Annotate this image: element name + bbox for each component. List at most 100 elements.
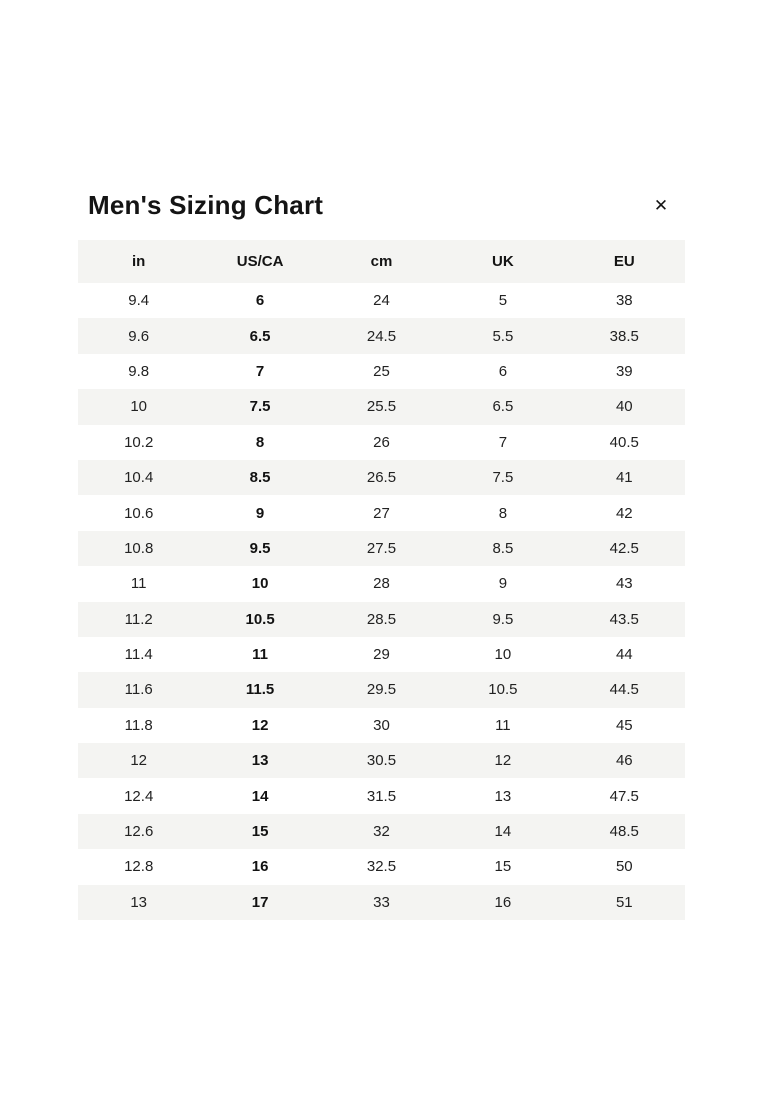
table-row: 9.8 7 25 6 39 bbox=[78, 353, 685, 390]
table-cell: 39 bbox=[615, 362, 633, 380]
table-cell: 41 bbox=[615, 469, 633, 487]
table-cell: 13 bbox=[130, 893, 148, 911]
close-button[interactable]: ✕ bbox=[645, 189, 677, 221]
table-cell: 7 bbox=[498, 433, 508, 451]
column-header-uk: UK bbox=[442, 240, 564, 283]
table-cell: 38 bbox=[615, 292, 633, 310]
column-header-in: in bbox=[78, 240, 200, 283]
table-row: 11.2 10.5 28.5 9.5 43.5 bbox=[78, 601, 685, 637]
table-cell: 25 bbox=[373, 362, 390, 380]
table-cell: 11.4 bbox=[124, 646, 153, 664]
table-cell: 44 bbox=[615, 646, 633, 664]
sizing-table: in US/CA cm UK EU 9.4 6 24 5 38 9.6 6.5 24.5 5.5… bbox=[78, 240, 685, 921]
table-row: 10.4 8.5 26.5 7.5 41 bbox=[78, 459, 685, 496]
table-cell: 43.5 bbox=[609, 610, 639, 628]
table-row: 13 17 33 16 51 bbox=[78, 884, 685, 921]
table-cell: 29 bbox=[373, 646, 390, 664]
table-row: 11.4 11 29 10 44 bbox=[78, 636, 685, 673]
sizing-table-container: in US/CA cm UK EU 9.4 6 24 5 38 9.6 6.5 24.5 5.5… bbox=[78, 240, 685, 921]
table-cell: 12 bbox=[251, 716, 269, 734]
table-cell: 10 bbox=[494, 646, 512, 664]
table-cell: 6.5 bbox=[492, 398, 514, 416]
table-cell: 16 bbox=[251, 858, 269, 876]
table-cell: 10.5 bbox=[245, 610, 275, 628]
table-cell: 11 bbox=[252, 646, 269, 664]
table-cell: 44.5 bbox=[609, 681, 639, 699]
table-cell: 30 bbox=[373, 716, 390, 734]
table-cell: 24.5 bbox=[366, 327, 397, 345]
table-cell: 10.5 bbox=[488, 681, 518, 699]
table-cell: 29.5 bbox=[366, 681, 397, 699]
table-cell: 12 bbox=[130, 752, 148, 770]
table-row: 9.4 6 24 5 38 bbox=[78, 283, 685, 319]
table-cell: 6 bbox=[498, 362, 508, 380]
table-cell: 25.5 bbox=[366, 398, 397, 416]
table-cell: 10.8 bbox=[124, 539, 154, 557]
table-cell: 48.5 bbox=[609, 823, 639, 841]
table-row: 10.8 9.5 27.5 8.5 42.5 bbox=[78, 530, 685, 567]
table-cell: 7.5 bbox=[492, 469, 514, 487]
table-cell: 11 bbox=[495, 716, 511, 734]
table-cell: 13 bbox=[494, 787, 512, 805]
table-cell: 10.6 bbox=[124, 504, 154, 522]
table-cell: 8.5 bbox=[249, 469, 271, 487]
table-cell: 42 bbox=[615, 504, 633, 522]
table-cell: 17 bbox=[251, 893, 269, 911]
table-cell: 26.5 bbox=[366, 469, 397, 487]
table-cell: 16 bbox=[494, 893, 512, 911]
table-cell: 6 bbox=[255, 292, 265, 310]
table-cell: 47.5 bbox=[609, 787, 639, 805]
table-cell: 14 bbox=[494, 823, 512, 841]
table-row: 12.8 16 32.5 15 50 bbox=[78, 849, 685, 885]
table-cell: 28 bbox=[373, 575, 390, 593]
table-cell: 9.5 bbox=[249, 539, 271, 557]
table-cell: 12.6 bbox=[124, 823, 154, 841]
table-cell: 11.5 bbox=[245, 681, 275, 699]
table-body: 9.4 6 24 5 38 9.6 6.5 24.5 5.5 38.5 9.8 7 25 6 39 10 7.5… bbox=[78, 283, 685, 921]
table-cell: 32 bbox=[373, 823, 390, 841]
table-cell: 14 bbox=[251, 787, 269, 805]
table-row: 11.8 12 30 11 45 bbox=[78, 707, 685, 744]
table-cell: 9.4 bbox=[128, 292, 150, 310]
table-row: 12.4 14 31.5 13 47.5 bbox=[78, 778, 685, 814]
table-cell: 10.4 bbox=[124, 469, 154, 487]
table-cell: 11.2 bbox=[124, 610, 153, 628]
column-header-usca: US/CA bbox=[199, 240, 321, 283]
table-row: 10.6 9 27 8 42 bbox=[78, 495, 685, 531]
table-cell: 8 bbox=[255, 433, 265, 451]
table-cell: 28.5 bbox=[366, 610, 397, 628]
table-cell: 9.5 bbox=[492, 610, 514, 628]
table-cell: 5 bbox=[498, 292, 508, 310]
table-cell: 11 bbox=[130, 575, 147, 593]
table-row: 10.2 8 26 7 40.5 bbox=[78, 424, 685, 460]
table-cell: 8.5 bbox=[492, 539, 514, 557]
table-cell: 38.5 bbox=[609, 327, 639, 345]
table-cell: 15 bbox=[251, 823, 269, 841]
table-cell: 15 bbox=[494, 858, 512, 876]
table-cell: 32.5 bbox=[366, 858, 397, 876]
table-cell: 31.5 bbox=[366, 787, 397, 805]
table-cell: 27.5 bbox=[366, 539, 397, 557]
table-cell: 9 bbox=[255, 504, 265, 522]
table-cell: 7.5 bbox=[249, 398, 271, 416]
table-cell: 12.4 bbox=[124, 787, 154, 805]
table-cell: 46 bbox=[615, 752, 633, 770]
table-cell: 10.2 bbox=[124, 433, 154, 451]
page-title: Men's Sizing Chart bbox=[88, 190, 324, 220]
table-cell: 43 bbox=[615, 575, 633, 593]
table-cell: 11.6 bbox=[124, 681, 153, 699]
column-header-eu: EU bbox=[563, 240, 685, 283]
table-cell: 45 bbox=[615, 716, 633, 734]
table-cell: 7 bbox=[255, 362, 265, 380]
table-cell: 12.8 bbox=[124, 858, 154, 876]
table-row: 12.6 15 32 14 48.5 bbox=[78, 813, 685, 850]
table-cell: 40.5 bbox=[609, 433, 639, 451]
table-cell: 50 bbox=[615, 858, 633, 876]
table-cell: 11.8 bbox=[124, 716, 153, 734]
table-cell: 9 bbox=[498, 575, 508, 593]
table-header-row: in US/CA cm UK EU bbox=[78, 240, 685, 283]
table-header: in US/CA cm UK EU bbox=[78, 240, 685, 283]
table-cell: 51 bbox=[615, 893, 633, 911]
table-cell: 40 bbox=[615, 398, 633, 416]
